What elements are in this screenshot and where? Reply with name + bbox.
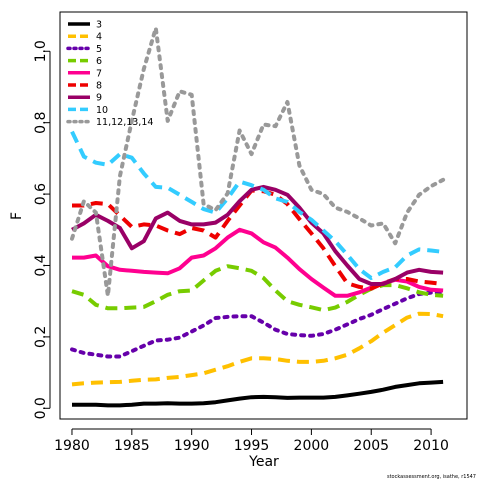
legend-label-4: 6 xyxy=(96,56,102,67)
x-tick-label: 2005 xyxy=(353,438,389,454)
y-tick-label: 1.0 xyxy=(33,40,49,62)
x-tick-label: 1980 xyxy=(54,438,90,454)
y-axis-title: F xyxy=(9,212,25,220)
legend-label-3: 5 xyxy=(96,44,102,55)
legend-label-5: 7 xyxy=(96,68,102,79)
y-tick-label: 0.2 xyxy=(33,326,49,348)
series-line-1 xyxy=(72,379,444,408)
x-tick-label: 2000 xyxy=(294,438,330,454)
x-tick-label: 1990 xyxy=(174,438,210,454)
series-line-7 xyxy=(71,184,444,286)
legend-label-2: 4 xyxy=(96,32,102,43)
legend-label-7: 9 xyxy=(96,93,102,104)
y-tick-label: 0.0 xyxy=(33,397,49,419)
x-axis-title: Year xyxy=(248,454,279,470)
series-line-9 xyxy=(70,26,446,298)
y-tick-label: 0.6 xyxy=(33,183,49,205)
y-tick-label: 0.4 xyxy=(33,254,49,276)
legend-label-1: 3 xyxy=(96,20,102,31)
y-tick-label: 0.8 xyxy=(33,112,49,134)
series-line-2 xyxy=(71,311,444,387)
series-line-3 xyxy=(70,290,446,359)
series-line-8 xyxy=(70,130,444,280)
x-tick-label: 1985 xyxy=(114,438,150,454)
x-tick-label: 1995 xyxy=(234,438,270,454)
legend-label-8: 10 xyxy=(96,105,108,116)
legend-label-6: 8 xyxy=(96,81,102,92)
footer-credit: stockassessment.org, isathe, r1547 xyxy=(387,474,476,480)
legend-label-9: 11,12,13,14 xyxy=(96,117,153,128)
plot-frame xyxy=(59,11,468,420)
series-line-4 xyxy=(71,264,444,313)
x-tick-label: 2010 xyxy=(413,438,449,454)
